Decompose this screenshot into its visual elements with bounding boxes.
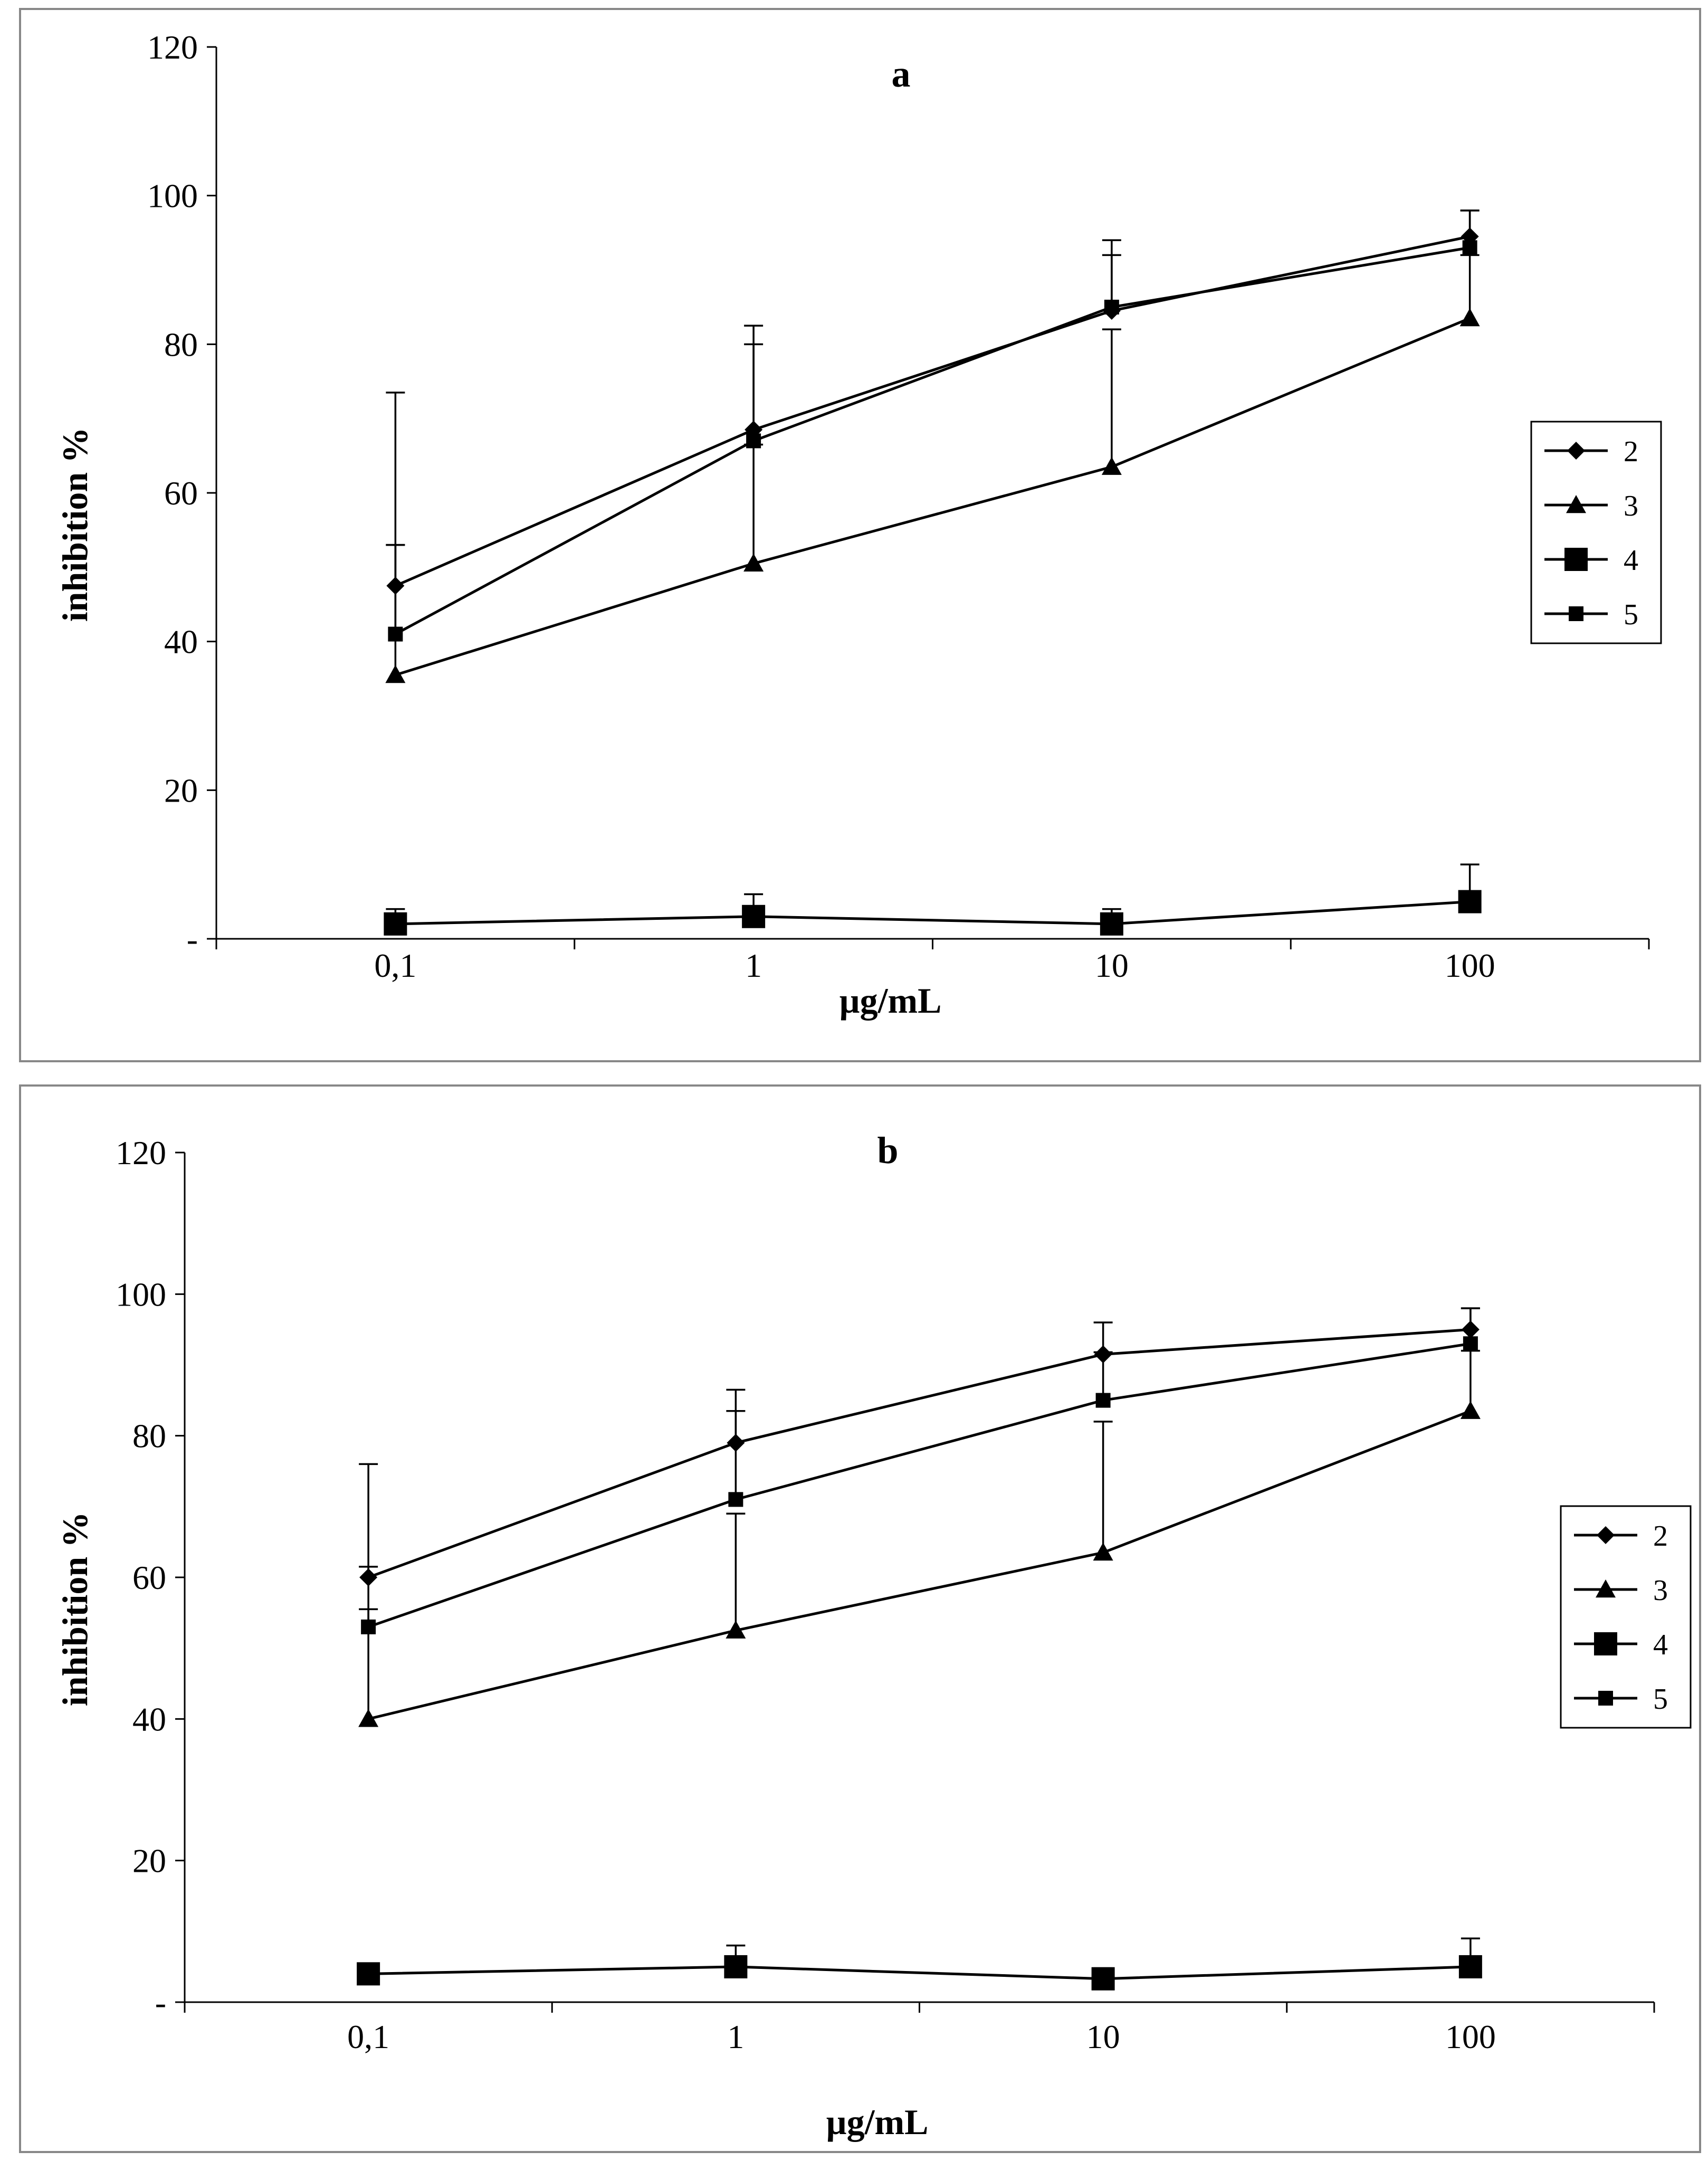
y-tick-label: 120 [147,28,198,66]
x-tick-label: 1 [745,947,762,984]
data-point [724,1955,748,1978]
data-point [1100,912,1123,936]
legend-marker [1598,1691,1613,1706]
legend-marker [1566,495,1586,513]
data-point [385,665,406,683]
y-tick-label: 40 [164,623,198,661]
series-3 [385,254,1480,683]
series-5 [359,1307,1480,1634]
y-tick-label: 60 [164,474,198,512]
data-point [1463,1336,1478,1351]
y-tick-label: 100 [147,177,198,215]
legend-label: 4 [1653,1629,1668,1661]
y-axis-title: inhibition % [55,1512,95,1707]
series-4 [357,1937,1482,1991]
legend-label: 2 [1624,435,1638,468]
data-point [742,905,766,928]
y-tick-label: 20 [132,1842,166,1880]
data-point [1462,240,1477,255]
x-tick-label: 1 [727,2018,744,2055]
legend-marker [1594,1632,1617,1655]
series-5 [386,210,1480,642]
series-2 [386,210,1480,595]
legend-box [1560,1505,1692,1729]
series-line [395,235,1471,587]
legend-marker [1567,442,1585,460]
series-4 [384,863,1482,936]
data-point [1093,1543,1113,1561]
series-3 [358,1349,1481,1727]
chart-title: a [892,53,911,95]
data-point [1091,1967,1115,1991]
chart-svg: - 20 40 60 80 100 120 0,1 1 10 100 a µg/mL inhibition… [55,28,1662,1021]
series-line [368,1410,1471,1720]
legend: 2 3 4 5 [1560,1505,1692,1729]
data-point [361,1619,376,1634]
series-line [395,900,1470,926]
legend-marker [1564,548,1588,571]
legend-label: 5 [1624,598,1638,631]
x-tick-label: 100 [1445,947,1495,984]
data-point [1458,1955,1482,1978]
data-point [358,1709,379,1727]
y-tick-label: - [155,1984,166,2021]
data-point [1458,890,1482,913]
legend: 2 3 4 5 [1530,421,1662,644]
legend-label: 3 [1624,490,1638,522]
data-point [746,433,761,449]
y-tick-label: 20 [164,772,198,809]
series-line [395,317,1471,677]
data-point [357,1962,380,1986]
data-point [1460,1401,1481,1419]
legend-box [1530,421,1662,644]
series-line [368,1342,1471,1629]
data-point [728,1492,743,1507]
legend-label: 3 [1653,1574,1668,1607]
x-axis-title: µg/mL [839,980,941,1021]
series-line [368,1965,1471,1981]
data-point [384,912,407,936]
y-tick-label: 80 [132,1417,166,1455]
data-point [1095,1393,1111,1408]
x-tick-label: 10 [1086,2018,1120,2055]
chart-panel-a: - 20 40 60 80 100 120 0,1 1 10 100 a µg/mL inhibition… [19,8,1701,1062]
x-tick-label: 10 [1095,947,1129,984]
y-axis-title: inhibition % [55,427,95,622]
data-point [388,626,403,642]
y-tick-label: 120 [116,1134,166,1172]
series-line [368,1328,1471,1579]
data-point [1104,299,1119,315]
legend-label: 5 [1653,1683,1668,1716]
y-tick-label: 100 [116,1275,166,1313]
data-point [1101,456,1122,475]
y-tick-label: 80 [164,326,198,363]
chart-title: b [877,1129,898,1172]
legend-label: 2 [1653,1520,1668,1553]
series-2 [359,1307,1480,1586]
x-tick-label: 0,1 [374,947,416,984]
data-point [726,1620,746,1639]
legend-marker [1597,1526,1615,1544]
x-tick-label: 0,1 [347,2018,389,2055]
legend-marker [1596,1579,1616,1598]
chart-panel-b: - 20 40 60 80 100 120 0,1 1 10 100 b µg/mL inhibition… [19,1084,1701,2153]
y-tick-label: - [187,920,198,958]
data-point [1459,308,1480,327]
chart-svg: - 20 40 60 80 100 120 0,1 1 10 100 b µg/mL inhibition… [55,1129,1692,2142]
x-axis-title: µg/mL [826,2102,928,2142]
legend-marker [1569,606,1583,621]
y-tick-label: 60 [132,1559,166,1596]
x-tick-label: 100 [1445,2018,1496,2055]
legend-label: 4 [1624,544,1638,577]
series-line [395,246,1471,635]
y-tick-label: 40 [132,1700,166,1738]
data-point [743,553,764,572]
